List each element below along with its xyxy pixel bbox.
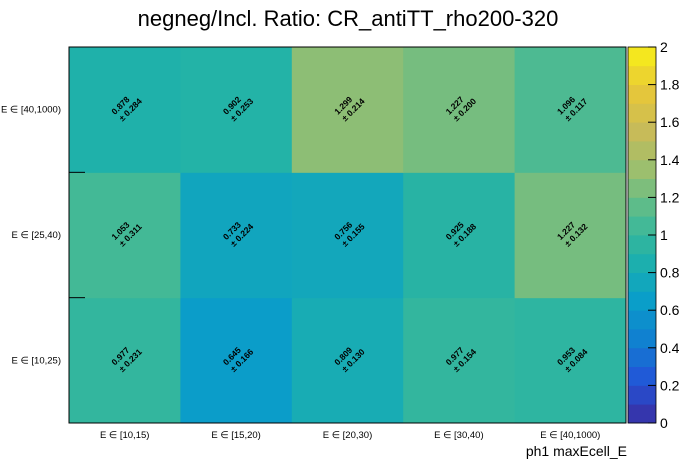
colorbar-tick-label: 1.4 bbox=[660, 152, 680, 168]
colorbar-band bbox=[628, 253, 656, 273]
heatmap-cell bbox=[180, 297, 293, 424]
plot-frame bbox=[68, 46, 627, 424]
colorbar-band bbox=[628, 310, 656, 330]
heatmap-cell bbox=[291, 47, 404, 173]
colorbar-band bbox=[628, 122, 656, 142]
colorbar-tick-label: 0 bbox=[660, 415, 668, 431]
colorbar-band bbox=[628, 216, 656, 236]
colorbar-tick-label: 0.6 bbox=[660, 302, 680, 318]
colorbar-band bbox=[628, 141, 656, 161]
heatmap-cells bbox=[69, 47, 627, 424]
colorbar-band bbox=[628, 404, 656, 424]
colorbar-band bbox=[628, 385, 656, 405]
colorbar-band bbox=[628, 291, 656, 311]
chart-title: negneg/Incl. Ratio: CR_antiTT_rho200-320 bbox=[138, 6, 559, 31]
heatmap-cell bbox=[403, 297, 516, 424]
colorbar-tick-label: 0.4 bbox=[660, 340, 680, 356]
heatmap-cell bbox=[403, 47, 516, 173]
colorbar-tick-label: 1 bbox=[660, 227, 668, 243]
colorbar-band bbox=[628, 329, 656, 349]
colorbar-band bbox=[628, 235, 656, 255]
heatmap-cell bbox=[69, 172, 181, 299]
colorbar-band bbox=[628, 272, 656, 292]
x-tick-label: E ∈ [10,15) bbox=[100, 430, 149, 441]
heatmap-cell bbox=[514, 297, 627, 424]
heatmap-cell bbox=[291, 297, 404, 424]
heatmap-cell bbox=[180, 172, 293, 299]
colorbar-band bbox=[628, 103, 656, 123]
y-tick-label: E ∈ [40,1000) bbox=[1, 105, 61, 116]
x-axis-label: ph1 maxEcell_E bbox=[526, 443, 627, 459]
colorbar-band bbox=[628, 159, 656, 179]
colorbar-band bbox=[628, 65, 656, 85]
colorbar-tick-label: 2 bbox=[660, 39, 668, 55]
y-tick-label: E ∈ [25,40) bbox=[12, 230, 61, 241]
colorbar-band bbox=[628, 197, 656, 217]
heatmap-cell bbox=[180, 47, 293, 173]
heatmap-cell bbox=[514, 172, 627, 299]
heatmap-cell bbox=[514, 47, 627, 173]
heatmap-cell bbox=[291, 172, 404, 299]
heatmap-cell bbox=[69, 47, 181, 173]
colorbar-tick-label: 0.2 bbox=[660, 377, 680, 393]
colorbar-band bbox=[628, 366, 656, 386]
colorbar-band bbox=[628, 84, 656, 104]
colorbar-tick-label: 1.6 bbox=[660, 114, 680, 130]
x-tick-label: E ∈ [20,30) bbox=[323, 430, 372, 441]
colorbar-tick-label: 1.2 bbox=[660, 189, 680, 205]
heatmap-cell bbox=[69, 297, 181, 424]
colorbar-band bbox=[628, 347, 656, 367]
axes: E ∈ [10,15) E ∈ [15,20) E ∈ [20,30) E ∈ [30… bbox=[1, 46, 600, 441]
colorbar-band bbox=[628, 47, 656, 67]
colorbar-band bbox=[628, 178, 656, 198]
x-tick-label: E ∈ [40,1000) bbox=[540, 430, 600, 441]
colorbar-tick-label: 1.8 bbox=[660, 77, 680, 93]
x-tick-label: E ∈ [30,40) bbox=[434, 430, 483, 441]
y-tick-label: E ∈ [10,25) bbox=[12, 355, 61, 366]
x-tick-label: E ∈ [15,20) bbox=[211, 430, 260, 441]
colorbar-tick-label: 0.8 bbox=[660, 265, 680, 281]
colorbar: 0 0.2 0.4 0.6 0.8 1 1.2 1.4 1.6 1.8 2 bbox=[627, 39, 680, 431]
heatmap-cell bbox=[403, 172, 516, 299]
